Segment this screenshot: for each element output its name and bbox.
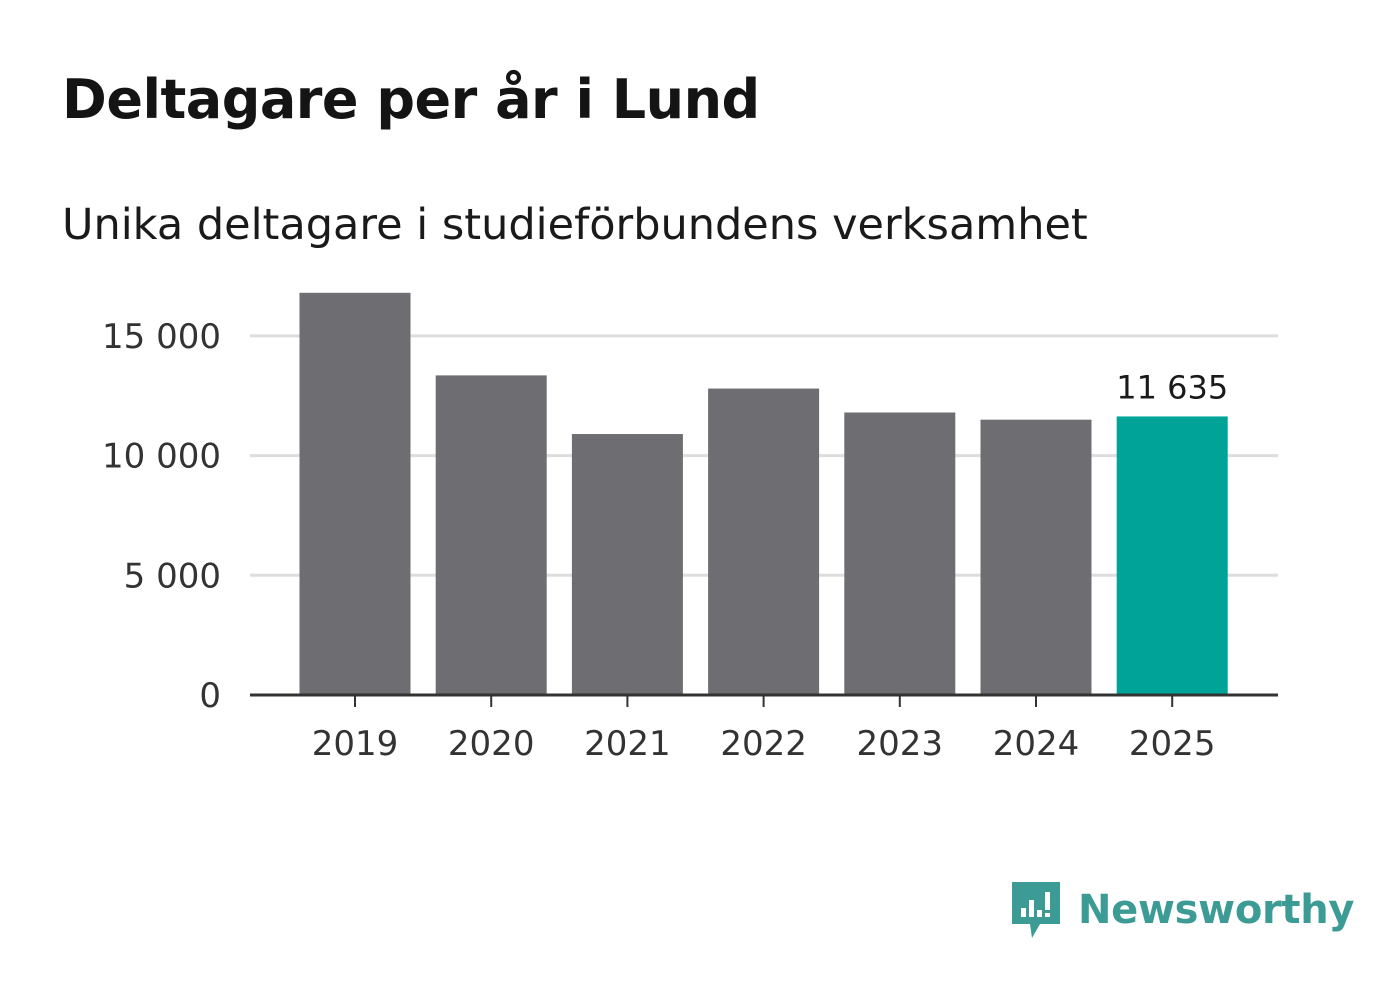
- chart-title: Deltagare per år i Lund: [62, 68, 760, 131]
- data-label-2025: 11 635: [1116, 368, 1228, 406]
- bar-2021: [571, 434, 683, 695]
- y-tick-label: 15 000: [102, 317, 221, 357]
- bar-2023: [844, 412, 956, 695]
- y-tick-label: 5 000: [124, 556, 221, 596]
- bar-2025: [1116, 416, 1228, 695]
- x-tick-label: 2019: [312, 724, 399, 764]
- bar-2020: [435, 375, 547, 695]
- newsworthy-logo[interactable]: Newsworthy: [1010, 880, 1355, 940]
- y-tick-label: 0: [199, 676, 221, 716]
- x-tick-label: 2023: [857, 724, 944, 764]
- x-tick-label: 2024: [993, 724, 1080, 764]
- bar-2022: [708, 388, 820, 695]
- newsworthy-logo-icon: [1012, 882, 1060, 938]
- y-tick-label: 10 000: [102, 437, 221, 477]
- x-tick-label: 2022: [720, 724, 807, 764]
- newsworthy-logo-text: Newsworthy: [1078, 887, 1355, 933]
- x-tick-label: 2025: [1129, 724, 1216, 764]
- bar-2019: [299, 292, 411, 695]
- chart-subtitle: Unika deltagare i studieförbundens verks…: [62, 200, 1088, 250]
- x-tick-label: 2021: [584, 724, 671, 764]
- x-tick-label: 2020: [448, 724, 535, 764]
- bar-2024: [980, 419, 1092, 695]
